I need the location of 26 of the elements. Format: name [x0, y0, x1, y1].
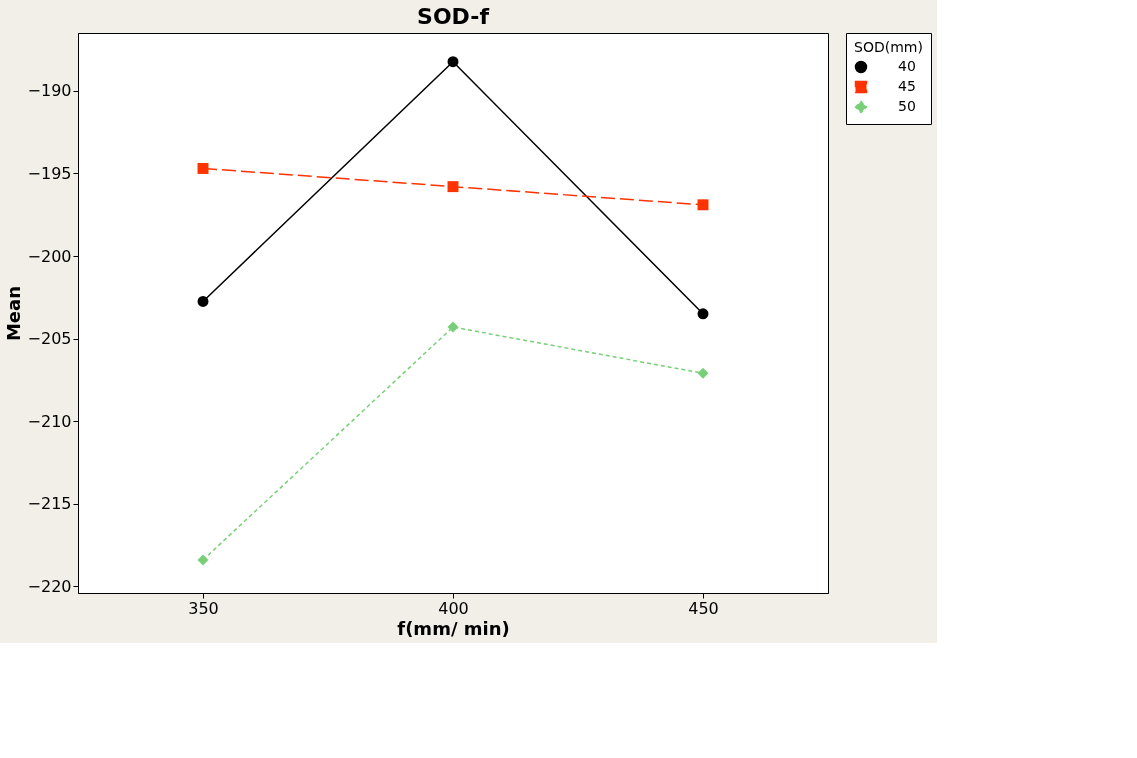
- legend-label: 45: [898, 78, 916, 94]
- point: [447, 181, 459, 193]
- y-axis-title: Mean: [2, 285, 24, 342]
- point: [447, 321, 459, 333]
- point: [697, 199, 709, 211]
- y-tick-label: −220: [27, 576, 72, 596]
- legend-title: SOD(mm): [854, 39, 923, 55]
- x-tick-label: 350: [188, 598, 219, 618]
- y-tick-label: −205: [27, 329, 72, 349]
- y-tick-label: −200: [27, 246, 72, 266]
- point: [197, 554, 209, 566]
- point: [697, 367, 709, 379]
- y-tick-label: −210: [27, 411, 72, 431]
- x-axis-title: f(mm/ min): [397, 617, 510, 639]
- chart-title: SOD-f: [417, 3, 490, 29]
- y-tick-label: −190: [27, 81, 72, 101]
- point: [447, 56, 459, 68]
- point: [197, 162, 209, 174]
- y-tick-label: −195: [27, 163, 72, 183]
- y-tick-label: −215: [27, 494, 72, 514]
- point: [697, 308, 709, 320]
- x-tick-label: 400: [438, 598, 469, 618]
- x-tick-label: 450: [688, 598, 719, 618]
- legend-label: 40: [898, 58, 916, 74]
- legend-label: 50: [898, 98, 916, 114]
- point: [197, 295, 209, 307]
